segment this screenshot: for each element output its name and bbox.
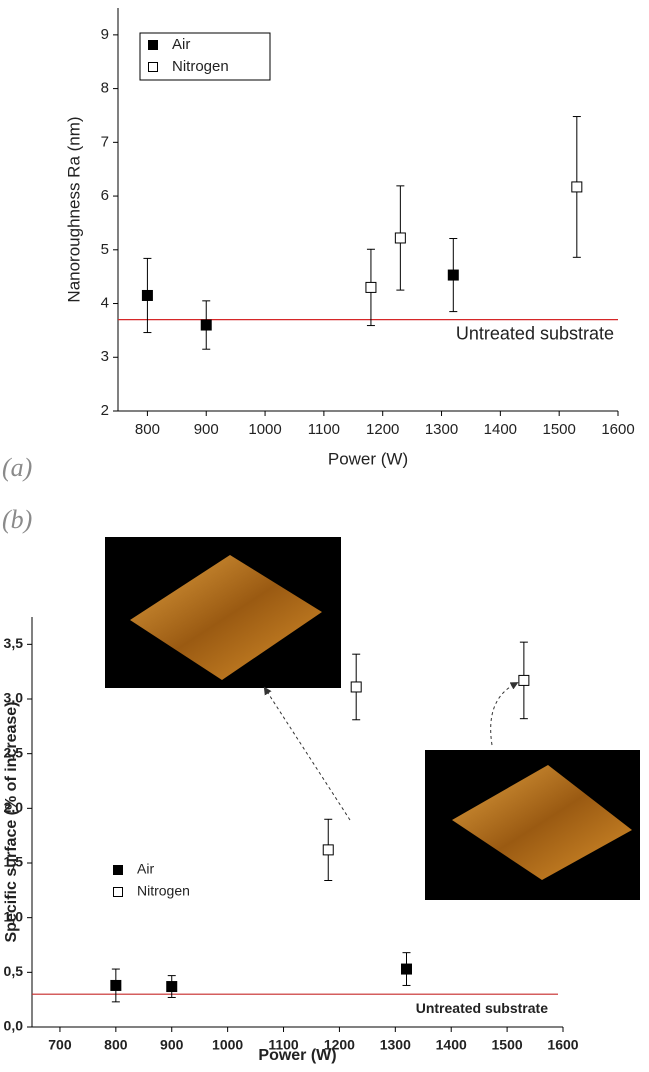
y-tick-label: 0,0 bbox=[4, 1018, 24, 1034]
x-tick-label: 1000 bbox=[212, 1037, 243, 1053]
legend-marker bbox=[114, 866, 123, 875]
x-tick-label: 800 bbox=[135, 421, 160, 438]
y-tick-label: 4 bbox=[101, 295, 109, 312]
data-point bbox=[395, 233, 405, 243]
data-point bbox=[111, 980, 121, 990]
x-tick-label: 1500 bbox=[542, 421, 575, 438]
x-tick-label: 1400 bbox=[484, 421, 517, 438]
data-point bbox=[323, 845, 333, 855]
x-tick-label: 1200 bbox=[366, 421, 399, 438]
legend-label: Air bbox=[172, 36, 190, 53]
y-tick-label: 3,5 bbox=[4, 635, 24, 651]
x-tick-label: 900 bbox=[194, 421, 219, 438]
arrow bbox=[266, 690, 350, 820]
data-point bbox=[142, 290, 152, 300]
legend-marker bbox=[149, 41, 158, 50]
legend-label: Air bbox=[137, 861, 154, 877]
x-tick-label: 1600 bbox=[601, 421, 634, 438]
x-tick-label: 900 bbox=[160, 1037, 184, 1053]
x-tick-label: 1000 bbox=[248, 421, 281, 438]
panel-label: (a) bbox=[2, 453, 32, 482]
data-point bbox=[351, 682, 361, 692]
y-axis-label: Specific surface (% of increase) bbox=[3, 702, 20, 943]
x-tick-label: 700 bbox=[48, 1037, 72, 1053]
afm-inset bbox=[425, 750, 640, 900]
y-tick-label: 3 bbox=[101, 348, 109, 365]
x-axis-label: Power (W) bbox=[328, 449, 408, 468]
x-tick-label: 1600 bbox=[547, 1037, 578, 1053]
arrow bbox=[491, 684, 515, 745]
y-tick-label: 2 bbox=[101, 402, 109, 419]
afm-inset bbox=[105, 537, 341, 688]
x-tick-label: 1300 bbox=[380, 1037, 411, 1053]
data-point bbox=[448, 270, 458, 280]
legend-label: Nitrogen bbox=[137, 883, 190, 899]
y-tick-label: 5 bbox=[101, 241, 109, 258]
x-axis-label: Power (W) bbox=[258, 1047, 336, 1064]
figure: 2 3 4 5 6 7 8 9 800 900 1000 1100 1200 1300 1400 1500 16… bbox=[0, 0, 649, 1072]
legend-marker bbox=[149, 63, 158, 72]
x-tick-label: 1100 bbox=[308, 421, 340, 438]
y-tick-label: 0,5 bbox=[4, 963, 24, 979]
x-tick-label: 1500 bbox=[492, 1037, 523, 1053]
x-tick-label: 1300 bbox=[425, 421, 458, 438]
x-tick-label: 800 bbox=[104, 1037, 128, 1053]
data-point bbox=[572, 182, 582, 192]
y-axis-label: Nanoroughness Ra (nm) bbox=[64, 116, 83, 302]
y-tick-label: 6 bbox=[101, 187, 109, 204]
y-tick-label: 7 bbox=[101, 133, 109, 150]
data-point bbox=[201, 320, 211, 330]
y-tick-label: 8 bbox=[101, 80, 109, 97]
data-point bbox=[401, 964, 411, 974]
panel-label: (b) bbox=[2, 505, 32, 534]
data-point bbox=[519, 675, 529, 685]
reference-label: Untreated substrate bbox=[416, 1000, 548, 1016]
x-tick-label: 1400 bbox=[436, 1037, 467, 1053]
data-point bbox=[167, 982, 177, 992]
data-point bbox=[366, 282, 376, 292]
legend-marker bbox=[114, 888, 123, 897]
legend-label: Nitrogen bbox=[172, 58, 229, 75]
reference-label: Untreated substrate bbox=[456, 323, 614, 343]
y-tick-label: 9 bbox=[101, 26, 109, 43]
